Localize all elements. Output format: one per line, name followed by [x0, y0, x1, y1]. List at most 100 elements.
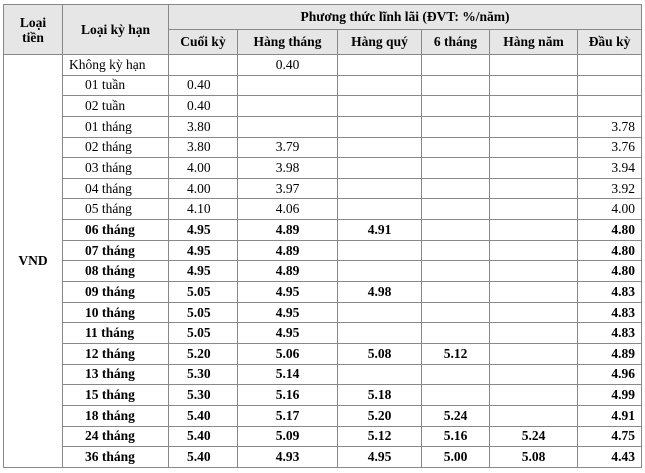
- rate-cell: 3.80: [168, 115, 238, 138]
- empty-cell: [337, 115, 422, 138]
- empty-cell: [237, 74, 338, 97]
- rate-cell: 4.95: [237, 322, 338, 344]
- rate-row: 05 tháng 4.10 4.06 4.00: [4, 198, 643, 221]
- empty-cell: [337, 157, 422, 179]
- rate-cell: 3.97: [237, 177, 338, 200]
- rate-cell: 3.98: [237, 157, 338, 179]
- rate-cell: 4.83: [576, 281, 643, 303]
- term-cell: 02 tháng: [62, 136, 169, 159]
- currency-cell: VND: [3, 54, 63, 468]
- rate-cell: 0.40: [168, 74, 238, 97]
- empty-cell: [421, 281, 490, 303]
- column-header: Hàng tháng: [237, 29, 338, 55]
- rate-cell: 4.98: [337, 281, 422, 303]
- empty-cell: [489, 95, 578, 117]
- column-header: 6 tháng: [421, 29, 490, 55]
- empty-cell: [489, 136, 578, 159]
- rate-cell: 5.20: [168, 342, 238, 365]
- empty-cell: [337, 95, 422, 117]
- term-cell: 01 tuần: [62, 74, 169, 97]
- empty-cell: [576, 54, 643, 76]
- empty-cell: [489, 157, 578, 179]
- rate-row: 01 tuần 0.40: [4, 74, 643, 97]
- rate-cell: 4.43: [576, 446, 643, 468]
- rate-cell: 5.24: [489, 425, 578, 448]
- rate-cell: 4.95: [168, 219, 238, 241]
- rate-cell: 5.40: [168, 404, 238, 427]
- rate-cell: 3.80: [168, 136, 238, 159]
- column-header: Cuối kỳ: [168, 29, 238, 55]
- rate-row: 18 tháng 5.40 5.17 5.20 5.24 4.91: [4, 404, 643, 427]
- empty-cell: [489, 301, 578, 324]
- rate-cell: 4.80: [576, 219, 643, 241]
- rate-row: 02 tuần 0.40: [4, 95, 643, 117]
- rate-cell: 5.05: [168, 322, 238, 344]
- empty-cell: [337, 239, 422, 262]
- rate-cell: 4.89: [237, 260, 338, 283]
- rate-row: 13 tháng 5.30 5.14 4.96: [4, 363, 643, 386]
- empty-cell: [421, 198, 490, 221]
- empty-cell: [421, 384, 490, 406]
- rate-cell: 4.83: [576, 301, 643, 324]
- term-cell: 02 tuần: [62, 95, 169, 117]
- empty-cell: [337, 54, 422, 76]
- rate-row: 36 tháng 5.40 4.93 4.95 5.00 5.08 4.43: [4, 446, 643, 468]
- empty-cell: [337, 322, 422, 344]
- empty-cell: [237, 115, 338, 138]
- term-cell: 10 tháng: [62, 301, 169, 324]
- rate-cell: 5.14: [237, 363, 338, 386]
- rate-cell: 5.40: [168, 446, 238, 468]
- empty-cell: [337, 363, 422, 386]
- empty-cell: [421, 157, 490, 179]
- rate-cell: 5.08: [337, 342, 422, 365]
- rate-cell: 5.30: [168, 384, 238, 406]
- term-cell: Không kỳ hạn: [62, 54, 169, 76]
- rate-cell: 0.40: [237, 54, 338, 76]
- rate-cell: 4.06: [237, 198, 338, 221]
- term-cell: 11 tháng: [62, 322, 169, 344]
- empty-cell: [489, 384, 578, 406]
- rate-row: VND Không kỳ hạn 0.40: [3, 54, 643, 468]
- term-cell: 36 tháng: [62, 446, 169, 468]
- rate-row: 02 tháng 3.80 3.79 3.76: [4, 136, 643, 159]
- rate-table: Loại tiền Loại kỳ hạn Phương thức lĩnh l…: [3, 4, 643, 468]
- rate-cell: 5.12: [337, 425, 422, 448]
- rate-cell: 5.24: [421, 404, 490, 427]
- rate-cell: 5.08: [489, 446, 578, 468]
- empty-cell: [489, 115, 578, 138]
- rate-cell: 4.95: [237, 301, 338, 324]
- empty-cell: [337, 74, 422, 97]
- empty-cell: [489, 177, 578, 200]
- empty-cell: [489, 260, 578, 283]
- rate-row: 15 tháng 5.30 5.16 5.18 4.99: [4, 384, 643, 406]
- rate-cell: 4.80: [576, 260, 643, 283]
- term-cell: 24 tháng: [62, 425, 169, 448]
- rate-cell: 5.12: [421, 342, 490, 365]
- rate-cell: 3.78: [576, 115, 643, 138]
- rate-cell: 5.05: [168, 281, 238, 303]
- column-header: Hàng năm: [489, 29, 578, 55]
- header-row: Cuối kỳ Hàng tháng Hàng quý 6 tháng Hàng năm…: [4, 29, 643, 55]
- method-header: Phương thức lĩnh lãi (ĐVT: %/năm): [167, 4, 643, 30]
- rate-row: 09 tháng 5.05 4.95 4.98 4.83: [4, 281, 643, 303]
- rate-row: 11 tháng 5.05 4.95 4.83: [4, 322, 643, 344]
- empty-cell: [489, 342, 578, 365]
- empty-cell: [489, 281, 578, 303]
- term-cell: 18 tháng: [62, 404, 169, 427]
- term-cell: 04 tháng: [62, 177, 169, 200]
- rate-row: 04 tháng 4.00 3.97 3.92: [4, 177, 643, 200]
- term-cell: 07 tháng: [62, 239, 169, 262]
- rate-cell: 4.89: [237, 219, 338, 241]
- rate-cell: 3.76: [576, 136, 643, 159]
- empty-cell: [421, 239, 490, 262]
- rate-cell: 4.10: [168, 198, 238, 221]
- rate-cell: 0.40: [168, 95, 238, 117]
- term-cell: 08 tháng: [62, 260, 169, 283]
- rate-row: 24 tháng 5.40 5.09 5.12 5.16 5.24 4.75: [4, 425, 643, 448]
- rate-cell: 5.00: [421, 446, 490, 468]
- rate-row: 07 tháng 4.95 4.89 4.80: [4, 239, 643, 262]
- column-header: Đầu kỳ: [576, 29, 643, 55]
- empty-cell: [237, 95, 338, 117]
- rate-cell: 4.00: [168, 177, 238, 200]
